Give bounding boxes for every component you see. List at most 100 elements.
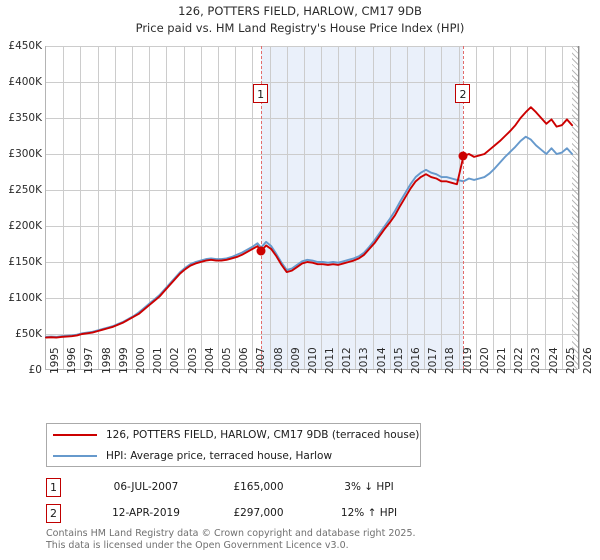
gridline-vertical [407,46,409,369]
y-axis-tick-label: £100K [8,292,42,304]
gridline-horizontal [46,298,578,299]
y-axis-tick-label: £300K [8,148,42,160]
x-axis-tick-label: 2015 [392,347,405,374]
transaction-date-1: 06-JUL-2007 [113,481,179,493]
gridline-vertical [493,46,495,369]
gridline-vertical [269,46,271,369]
y-axis-tick-label: £150K [8,256,42,268]
gridline-vertical [544,46,546,369]
plot-area [45,46,580,370]
x-axis-tick-label: 2003 [186,347,199,374]
x-axis-tick-label: 2024 [547,347,560,374]
gridline-horizontal [46,82,578,83]
gridline-vertical [149,46,151,369]
marker-guide-line [463,46,465,369]
transaction-date-2: 12-APR-2019 [112,507,180,519]
gridline-vertical [579,46,580,369]
x-axis-tick-label: 1997 [83,347,96,374]
legend-item-price-paid: 126, POTTERS FIELD, HARLOW, CM17 9DB (te… [47,424,420,445]
x-axis-tick-label: 2002 [169,347,182,374]
price-paid-series-line [45,106,574,339]
x-axis-tick-label: 2013 [358,347,371,374]
page-title: 126, POTTERS FIELD, HARLOW, CM17 9DB Pri… [0,3,600,37]
gridline-vertical [131,46,133,369]
x-axis-tick-label: 2012 [341,347,354,374]
legend: 126, POTTERS FIELD, HARLOW, CM17 9DB (te… [46,423,421,467]
gridline-horizontal [46,190,578,191]
x-axis-tick-label: 2014 [375,347,388,374]
footer-attribution: Contains HM Land Registry data © Crown c… [46,528,586,551]
y-axis-tick-label: £200K [8,220,42,232]
table-row: 2 12-APR-2019 £297,000 12% ↑ HPI [46,500,446,526]
transaction-badge-2: 2 [46,503,61,523]
gridline-vertical [389,46,391,369]
x-axis-tick-label: 1996 [66,347,79,374]
x-axis-tick-label: 2017 [427,347,440,374]
gridline-vertical [166,46,168,369]
legend-swatch-hpi [53,454,97,457]
y-axis-tick-label: £400K [8,76,42,88]
legend-label-hpi: HPI: Average price, terraced house, Harl… [106,449,333,462]
footer-line-2: This data is licensed under the Open Gov… [46,539,349,551]
transaction-price-1: £165,000 [233,481,284,493]
gridline-vertical [97,46,99,369]
x-axis-tick-label: 2011 [324,347,337,374]
y-axis-tick-label: £450K [8,40,42,52]
table-row: 1 06-JUL-2007 £165,000 3% ↓ HPI [46,474,446,500]
legend-item-hpi: HPI: Average price, terraced house, Harl… [47,445,420,466]
gridline-vertical [286,46,288,369]
gridline-vertical [441,46,443,369]
x-axis-tick-label: 2009 [289,347,302,374]
x-axis-tick-label: 2006 [238,347,251,374]
x-axis-tick-label: 2021 [496,347,509,374]
gridline-vertical [527,46,529,369]
gridline-vertical [63,46,65,369]
transaction-delta-2: 12% ↑ HPI [340,507,398,519]
sale-point-2[interactable] [458,151,468,161]
y-axis-labels: £0 £50K £100K £150K £200K £250K £300K £350K £400… [0,0,42,560]
x-axis-tick-label: 2004 [203,347,216,374]
gridline-vertical [217,46,219,369]
transaction-list: 1 06-JUL-2007 £165,000 3% ↓ HPI 2 12-APR… [46,474,446,526]
axis-right-spine [578,46,579,369]
transaction-delta-1: 3% ↓ HPI [344,481,394,493]
y-axis-tick-label: £0 [28,364,42,376]
x-axis-tick-label: 2020 [478,347,491,374]
x-axis-tick-label: 2000 [134,347,147,374]
gridline-vertical [355,46,357,369]
ownership-period-band [261,46,464,369]
x-axis-tick-label: 2026 [582,347,594,374]
sale-point-1[interactable] [256,246,266,256]
gridline-vertical [561,46,563,369]
y-axis-tick-label: £250K [8,184,42,196]
gridline-vertical [200,46,202,369]
transaction-price-2: £297,000 [233,507,284,519]
legend-swatch-price-paid [53,433,97,436]
gridline-vertical [424,46,426,369]
x-axis-tick-label: 2016 [410,347,423,374]
y-axis-tick-label: £50K [15,328,42,340]
gridline-vertical [183,46,185,369]
x-axis-tick-label: 2019 [461,347,474,374]
gridline-vertical [321,46,323,369]
x-axis-tick-label: 2010 [306,347,319,374]
x-axis-tick-label: 2022 [513,347,526,374]
gridline-horizontal [46,154,578,155]
legend-label-price-paid: 126, POTTERS FIELD, HARLOW, CM17 9DB (te… [106,428,420,441]
title-line-1: 126, POTTERS FIELD, HARLOW, CM17 9DB [178,4,422,18]
x-axis-tick-label: 1995 [49,347,61,374]
sale-marker-badge-1[interactable]: 1 [253,84,269,103]
gridline-vertical [338,46,340,369]
footer-line-1: Contains HM Land Registry data © Crown c… [46,528,416,539]
transaction-badge-1: 1 [46,477,61,497]
sale-marker-badge-2[interactable]: 2 [455,84,471,103]
future-period-hatch [572,46,579,369]
gridline-vertical [510,46,512,369]
x-axis-tick-label: 2001 [152,347,165,374]
x-axis-tick-label: 1998 [100,347,113,374]
x-axis-tick-label: 1999 [117,347,130,374]
title-line-2: Price paid vs. HM Land Registry's House … [135,21,465,35]
gridline-vertical [80,46,82,369]
x-axis-tick-label: 2007 [255,347,268,374]
